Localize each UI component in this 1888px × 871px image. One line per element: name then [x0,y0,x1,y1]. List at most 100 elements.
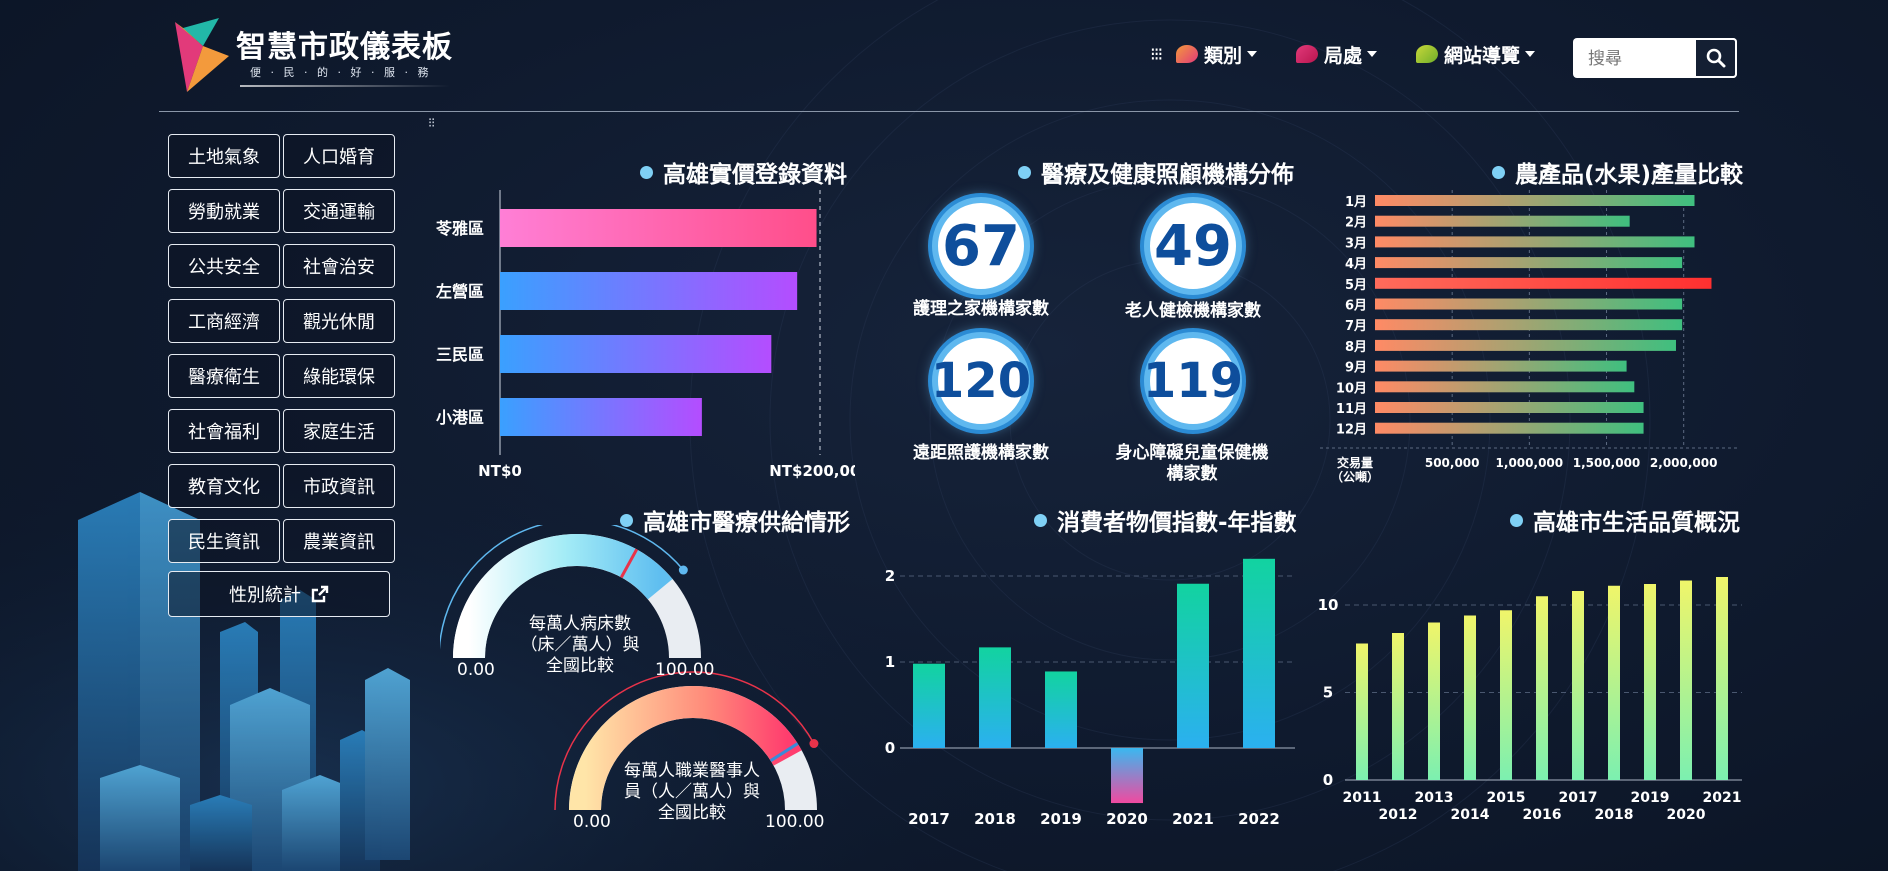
gender-stats-button[interactable]: 性別統計 [168,571,390,617]
realestate-tick-label: NT$0 [478,462,522,480]
nav-sitemap-label: 網站導覽 [1444,44,1521,67]
medical-supply-title[interactable]: 高雄市醫療供給情形 [620,503,850,537]
quality-tick-label: 0 [1323,771,1333,789]
category-button[interactable]: 工商經濟 [168,299,280,343]
department-icon [1296,45,1318,63]
medical-supply-gauges [440,525,819,811]
agri-category-label: 1月 [1345,195,1367,210]
category-button[interactable]: 社會治安 [283,244,395,288]
category-button[interactable]: 民生資訊 [168,519,280,563]
quality-category-label: 2016 [1523,807,1562,823]
realestate-category-label: 苓雅區 [435,219,484,238]
disabled-child-care-label: 身心障礙兒童保健機構家數 [1115,443,1269,484]
agri-bar [1375,381,1635,393]
quality-bar [1608,585,1620,780]
nav-sitemap[interactable]: 網站導覽 [1416,40,1536,68]
category-button[interactable]: 人口婚育 [283,134,395,178]
gauge-1-fill [453,534,673,659]
agri-bar [1375,422,1644,434]
agriculture-title[interactable]: 農產品(水果)產量比較 [1492,155,1743,189]
nav-department[interactable]: 局處 [1296,40,1378,68]
gauge-2-max: 100.00 [765,812,825,832]
agri-category-label: 6月 [1345,299,1367,314]
nav-category[interactable]: 類別 [1176,40,1258,68]
cpi-tick-label: 1 [885,653,895,671]
quality-category-label: 2011 [1343,790,1382,806]
category-button[interactable]: 教育文化 [168,464,280,508]
category-button[interactable]: 農業資訊 [283,519,395,563]
search-input[interactable] [1586,47,1690,71]
bullet-icon [1510,513,1523,527]
cpi-bar [1177,583,1209,748]
quality-bar [1356,643,1368,780]
agri-category-label: 10月 [1336,381,1367,396]
agri-bar [1375,339,1676,351]
cpi-chart: 0 1 2 2017 2018 2019 2020 2021 2022 [885,558,1295,828]
category-button[interactable]: 交通運輸 [283,189,395,233]
realestate-bar [500,272,798,310]
gauge-2-min: 0.00 [573,812,611,832]
category-button[interactable]: 家庭生活 [283,409,395,453]
grid-handle-icon[interactable]: ⁝⁝ [428,116,435,131]
bullet-icon [1018,165,1031,179]
cpi-category-label: 2021 [1172,810,1214,828]
realestate-category-label: 左營區 [435,282,484,301]
agri-bar [1375,298,1683,310]
search-button[interactable] [1694,38,1737,78]
category-button[interactable]: 土地氣象 [168,134,280,178]
agriculture-title-text: 農產品(水果)產量比較 [1515,162,1744,188]
quality-bar [1536,596,1548,780]
gauge-2-needle [769,742,799,762]
nursing-home-count: 67 [932,197,1030,295]
elderly-checkup-count: 49 [1144,197,1242,295]
cpi-tick-label: 0 [885,739,895,757]
agri-bar [1375,195,1695,206]
agri-bar [1375,277,1712,289]
agri-bar [1375,257,1683,269]
cpi-category-label: 2020 [1106,810,1148,828]
agri-bar [1375,319,1683,331]
gender-stats-label: 性別統計 [229,585,301,606]
category-icon [1176,45,1198,63]
agri-category-label: 3月 [1345,236,1367,251]
gauge-1-marker [678,565,688,575]
cpi-title[interactable]: 消費者物價指數-年指數 [1034,503,1297,537]
elderly-checkup-label: 老人健檢機構家數 [1125,301,1261,321]
agri-tick-label: 1,000,000 [1496,456,1564,470]
category-button[interactable]: 綠能環保 [283,354,395,398]
cpi-bar [1111,748,1143,804]
quality-category-label: 2019 [1631,790,1670,806]
disabled-child-care-count: 119 [1143,332,1243,430]
quality-bar [1716,577,1728,780]
quality-category-label: 2021 [1703,790,1742,806]
agri-bar [1375,402,1644,413]
cpi-bar [1045,671,1077,748]
category-button[interactable]: 勞動就業 [168,189,280,233]
quality-category-label: 2018 [1595,807,1634,823]
institutions-title[interactable]: 醫療及健康照顧機構分佈 [1018,155,1294,189]
category-button[interactable]: 觀光休閒 [283,299,395,343]
telecare-count: 120 [931,332,1031,430]
category-button[interactable]: 市政資訊 [283,464,395,508]
category-button[interactable]: 公共安全 [168,244,280,288]
app-title[interactable]: 智慧市政儀表板 [236,30,453,65]
category-button[interactable]: 社會福利 [168,409,280,453]
realestate-title[interactable]: 高雄實價登錄資料 [640,155,847,189]
agri-tick-label: 2,000,000 [1650,456,1718,470]
gauge-2-marker [809,739,819,749]
category-button[interactable]: 醫療衛生 [168,354,280,398]
realestate-tick-label: NT$200,000 [769,462,855,480]
realestate-title-text: 高雄實價登錄資料 [663,162,847,188]
app-subtitle: 便 · 民 · 的 · 好 · 服 · 務 [250,66,432,79]
quality-category-label: 2014 [1451,807,1490,823]
agri-category-label: 2月 [1345,216,1367,231]
quality-title[interactable]: 高雄市生活品質概況 [1510,503,1740,537]
institutions-title-text: 醫療及健康照顧機構分佈 [1041,162,1294,188]
agri-axis-title: （公噸） [1331,469,1379,484]
grid-menu-icon[interactable]: ⁝⁝⁝ [1150,44,1163,65]
quality-bar [1680,580,1692,780]
cpi-bar [913,663,945,748]
realestate-bar [500,335,772,373]
